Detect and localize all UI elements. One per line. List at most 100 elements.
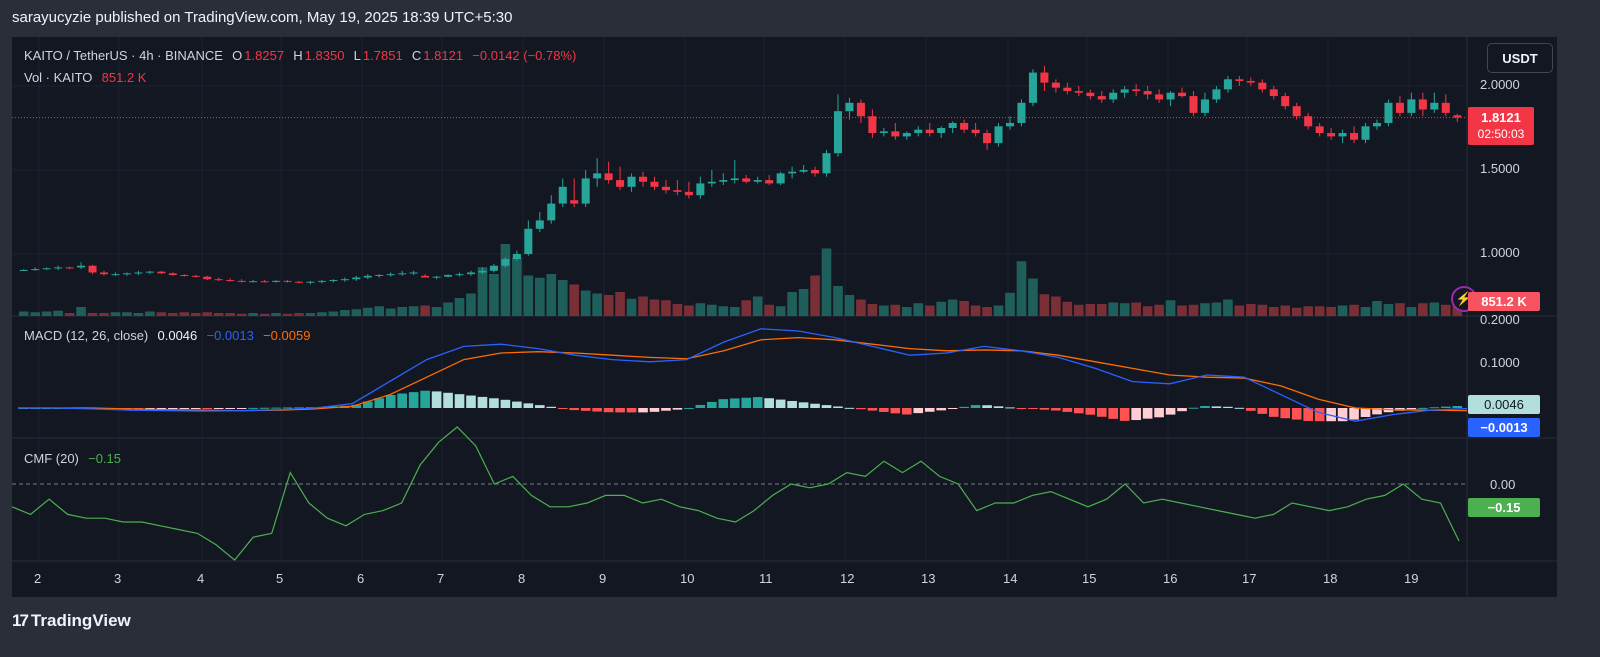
volume-bar [145, 311, 155, 316]
candle-body [845, 102, 854, 112]
candle-body [948, 122, 957, 128]
candle-body [317, 280, 326, 282]
macd-histogram-bar [546, 406, 557, 408]
volume-bar [328, 311, 339, 316]
macd-histogram-bar [512, 401, 522, 408]
candle-body [237, 280, 246, 282]
volume-bar [833, 286, 843, 316]
volume-bar [466, 293, 476, 316]
volume-bar [764, 304, 774, 316]
candle-body [524, 228, 533, 254]
volume-bar [1223, 299, 1233, 316]
chart-frame[interactable]: KAITO / TetherUS · 4h · BINANCE O 1.8257 … [12, 37, 1557, 597]
currency-button[interactable]: USDT [1487, 43, 1553, 73]
macd-histogram-bar [661, 408, 671, 411]
macd-histogram-bar [695, 404, 706, 408]
candle-body [294, 281, 303, 283]
volume-bar [122, 312, 132, 316]
macd-histogram-bar [626, 408, 637, 413]
macd-histogram-bar [1028, 408, 1038, 410]
volume-bar [557, 280, 568, 316]
macd-histogram-bar [649, 408, 660, 412]
candle-body [799, 170, 808, 172]
macd-histogram-bar [890, 408, 901, 414]
candle-body [1200, 99, 1209, 113]
macd-histogram-bar [982, 405, 992, 408]
price-chart-svg[interactable] [12, 37, 1557, 597]
macd-histogram-bar [1085, 408, 1096, 415]
candle-body [31, 269, 40, 271]
candle-body [19, 269, 28, 271]
macd-histogram-bar [156, 408, 167, 409]
volume-bar [282, 313, 293, 316]
last-price-tag: 1.8121 02:50:03 [1468, 107, 1534, 145]
candle-body [1063, 87, 1072, 92]
macd-histogram-bar [1372, 408, 1382, 415]
tradingview-logo[interactable]: 17 TradingView [12, 611, 131, 631]
volume-bar [408, 306, 419, 316]
candle-body [1097, 96, 1106, 100]
macd-histogram-bar [638, 408, 648, 413]
macd-histogram-bar [970, 405, 981, 408]
volume-bar [271, 313, 281, 316]
candle-body [168, 273, 177, 275]
candle-body [386, 274, 395, 276]
volume-bar [1440, 304, 1451, 316]
time-axis-label: 6 [357, 571, 365, 586]
candle-body [1143, 91, 1152, 95]
volume-bar [317, 312, 327, 316]
candle-body [776, 173, 785, 184]
candle-body [1372, 122, 1382, 127]
macd-histogram-bar [1406, 408, 1417, 410]
candle-body [1109, 92, 1118, 100]
candle-body [1361, 126, 1370, 140]
ohlc-legend: KAITO / TetherUS · 4h · BINANCE O 1.8257 … [24, 48, 578, 63]
volume-bar [1360, 307, 1371, 316]
macd-histogram-bar [1165, 408, 1176, 415]
candle-body [409, 272, 418, 274]
time-axis-label: 12 [840, 571, 855, 586]
symbol-label[interactable]: KAITO / TetherUS · 4h · BINANCE [24, 48, 223, 63]
volume-bar [1326, 307, 1336, 316]
volume-bar [982, 307, 992, 316]
candle-body [616, 180, 625, 187]
macd-histogram-bar [1131, 408, 1141, 421]
macd-histogram-bar [1360, 408, 1371, 417]
macd-histogram-bar [1257, 408, 1268, 414]
candle-body [753, 180, 762, 182]
candle-body [1051, 82, 1060, 88]
volume-bar [351, 309, 362, 316]
candle-body [42, 268, 51, 270]
volume-bar [1418, 303, 1428, 316]
candle-body [375, 275, 384, 276]
volume-bar [190, 313, 201, 316]
volume-bar [248, 313, 258, 316]
volume-bar [1395, 303, 1405, 316]
macd-histogram-bar [282, 407, 293, 409]
cmf-label[interactable]: CMF (20) [24, 451, 79, 466]
macd-histogram-bar [1108, 408, 1119, 419]
candle-body [260, 281, 269, 283]
macd-histogram-bar [190, 408, 201, 409]
macd-histogram-bar [489, 398, 499, 408]
candle-body [535, 220, 544, 229]
candle-body [822, 153, 831, 174]
volume-bar [1005, 292, 1015, 316]
time-axis-label: 10 [680, 571, 695, 586]
time-axis-label: 14 [1003, 571, 1018, 586]
macd-histogram-bar [741, 397, 752, 408]
volume-bar [385, 308, 396, 316]
volume-bar [626, 298, 637, 316]
candle-body [1453, 115, 1462, 118]
candle-body [1178, 92, 1187, 97]
volume-bar [1406, 307, 1417, 316]
macd-histogram-bar [592, 408, 602, 412]
macd-histogram-bar [1291, 408, 1302, 420]
macd-label[interactable]: MACD (12, 26, close) [24, 328, 149, 343]
macd-histogram-bar [168, 408, 178, 409]
volume-bar [810, 275, 820, 316]
volume-bar [1051, 296, 1061, 316]
candle-body [306, 281, 315, 283]
volume-bar [936, 301, 947, 316]
time-axis-label: 3 [114, 571, 122, 586]
